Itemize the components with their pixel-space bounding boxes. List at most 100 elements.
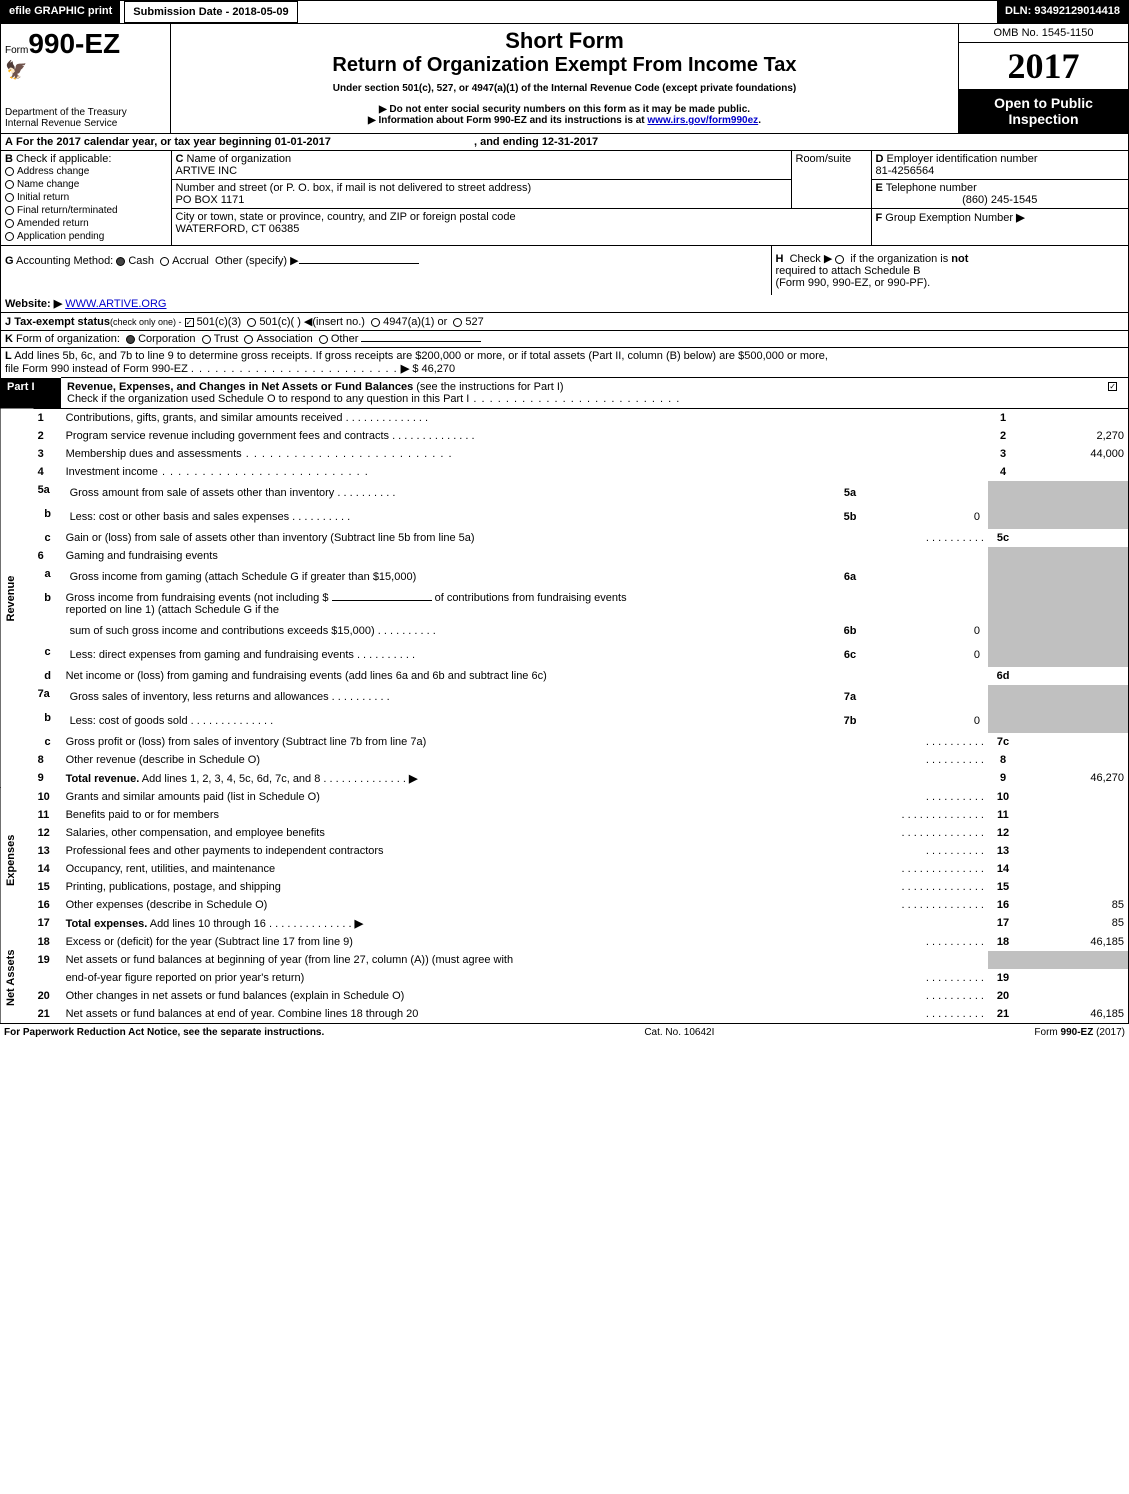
section-g-l: G Accounting Method: Cash Accrual Other … xyxy=(1,245,1128,377)
addr-value: PO BOX 1171 xyxy=(176,194,245,206)
rb-corp[interactable] xyxy=(126,335,135,344)
lines-table: Revenue 1 Contributions, gifts, grants, … xyxy=(1,408,1128,1023)
label-h: H xyxy=(776,253,784,265)
n9: 9 xyxy=(988,769,1018,788)
cb-4947[interactable] xyxy=(371,318,380,327)
v16: 85 xyxy=(1018,896,1128,914)
part1-check-note: Check if the organization used Schedule … xyxy=(67,393,469,405)
k-other-input[interactable] xyxy=(361,341,481,342)
lbl-initial-return: Initial return xyxy=(17,192,69,203)
website-link[interactable]: WWW.ARTIVE.ORG xyxy=(65,298,166,310)
n9l: 9 xyxy=(34,769,62,788)
mv5a xyxy=(864,484,984,502)
f-label: Group Exemption Number xyxy=(885,212,1013,224)
n7c: 7c xyxy=(988,733,1018,751)
h-line2: required to attach Schedule B xyxy=(776,265,921,277)
cb-schedule-o[interactable] xyxy=(1108,382,1117,391)
rb-accrual[interactable] xyxy=(160,257,169,266)
note-ssn: ▶ Do not enter social security numbers o… xyxy=(179,104,950,115)
line3: Membership dues and assessments xyxy=(66,448,242,460)
m6b: 6b xyxy=(836,622,864,640)
v19 xyxy=(1018,969,1128,987)
line5b: Less: cost or other basis and sales expe… xyxy=(70,511,290,523)
n3: 3 xyxy=(988,445,1018,463)
h-line3: (Form 990, 990-EZ, or 990-PF). xyxy=(776,277,931,289)
l-text2: file Form 990 instead of Form 990-EZ xyxy=(5,363,188,375)
gray-5v xyxy=(1018,481,1128,529)
side-revenue: Revenue xyxy=(1,409,34,789)
form990ez-link[interactable]: www.irs.gov/form990ez xyxy=(647,115,758,126)
side-netassets: Net Assets xyxy=(1,933,34,1023)
mv6c: 0 xyxy=(864,646,984,664)
cb-501c[interactable] xyxy=(247,318,256,327)
v11 xyxy=(1018,806,1128,824)
footer-form: 990-EZ xyxy=(1061,1027,1094,1038)
rb-cash[interactable] xyxy=(116,257,125,266)
label-c: C xyxy=(176,153,184,165)
note-info: ▶ Information about Form 990-EZ and its … xyxy=(179,115,950,126)
line17: Total expenses. xyxy=(66,918,148,930)
i-label: Website: ▶ xyxy=(5,298,62,310)
eagle-icon: 🦅 xyxy=(5,60,166,81)
j-label: Tax-exempt status xyxy=(14,316,110,328)
j-small: (check only one) - xyxy=(110,317,182,327)
addr-label: Number and street (or P. O. box, if mail… xyxy=(176,182,532,194)
nbl6: b xyxy=(34,589,62,619)
lbl-final-return: Final return/terminated xyxy=(17,205,118,216)
cb-501c3[interactable] xyxy=(185,318,194,327)
rb-assoc[interactable] xyxy=(244,335,253,344)
v13 xyxy=(1018,842,1128,860)
a-text-mid: , and ending xyxy=(474,136,542,148)
line21: Net assets or fund balances at end of ye… xyxy=(66,1008,419,1020)
end-date: 12-31-2017 xyxy=(542,136,598,148)
mv7a xyxy=(864,688,984,706)
line6b-amount[interactable] xyxy=(332,600,432,601)
submission-date: Submission Date - 2018-05-09 xyxy=(124,1,297,23)
line15: Printing, publications, postage, and shi… xyxy=(66,881,281,893)
cb-527[interactable] xyxy=(453,318,462,327)
n11: 11 xyxy=(988,806,1018,824)
cb-amended-return[interactable] xyxy=(5,219,14,228)
n15l: 15 xyxy=(34,878,62,896)
v17: 85 xyxy=(1018,914,1128,933)
ncl7: c xyxy=(34,733,62,751)
cb-h[interactable] xyxy=(835,255,844,264)
c-label: Name of organization xyxy=(187,153,292,165)
mv5b: 0 xyxy=(864,508,984,526)
footer-right: Form 990-EZ (2017) xyxy=(1034,1027,1125,1038)
label-e: E xyxy=(876,182,883,194)
v7c xyxy=(1018,733,1128,751)
mv6a xyxy=(864,568,984,586)
rb-other[interactable] xyxy=(319,335,328,344)
footer-year: (2017) xyxy=(1093,1027,1125,1038)
line16: Other expenses (describe in Schedule O) xyxy=(66,899,268,911)
note-info-pre: ▶ Information about Form 990-EZ and its … xyxy=(368,115,647,126)
v9: 46,270 xyxy=(1018,769,1128,788)
line6b-pre: Gross income from fundraising events (no… xyxy=(66,592,332,604)
line6b-mid: of contributions from fundraising events xyxy=(432,592,627,604)
lbl-application-pending: Application pending xyxy=(17,231,104,242)
lbl-address-change: Address change xyxy=(17,166,89,177)
page-footer: For Paperwork Reduction Act Notice, see … xyxy=(0,1024,1129,1041)
other-input[interactable] xyxy=(299,263,419,264)
cb-final-return[interactable] xyxy=(5,206,14,215)
header-center: Short Form Return of Organization Exempt… xyxy=(171,24,958,133)
label-g: G xyxy=(5,255,14,267)
room-label: Room/suite xyxy=(796,153,852,165)
cb-application-pending[interactable] xyxy=(5,232,14,241)
v6d xyxy=(1018,667,1128,685)
line6: Gaming and fundraising events xyxy=(66,550,218,562)
v8 xyxy=(1018,751,1128,769)
n12l: 12 xyxy=(34,824,62,842)
n14: 14 xyxy=(988,860,1018,878)
line14: Occupancy, rent, utilities, and maintena… xyxy=(66,863,276,875)
cb-name-change[interactable] xyxy=(5,180,14,189)
cb-initial-return[interactable] xyxy=(5,193,14,202)
cb-address-change[interactable] xyxy=(5,167,14,176)
n20l: 20 xyxy=(34,987,62,1005)
line6d: Net income or (loss) from gaming and fun… xyxy=(66,670,547,682)
footer-form-pre: Form xyxy=(1034,1027,1060,1038)
rb-trust[interactable] xyxy=(202,335,211,344)
n17l: 17 xyxy=(34,914,62,933)
d-label: Employer identification number xyxy=(887,153,1038,165)
